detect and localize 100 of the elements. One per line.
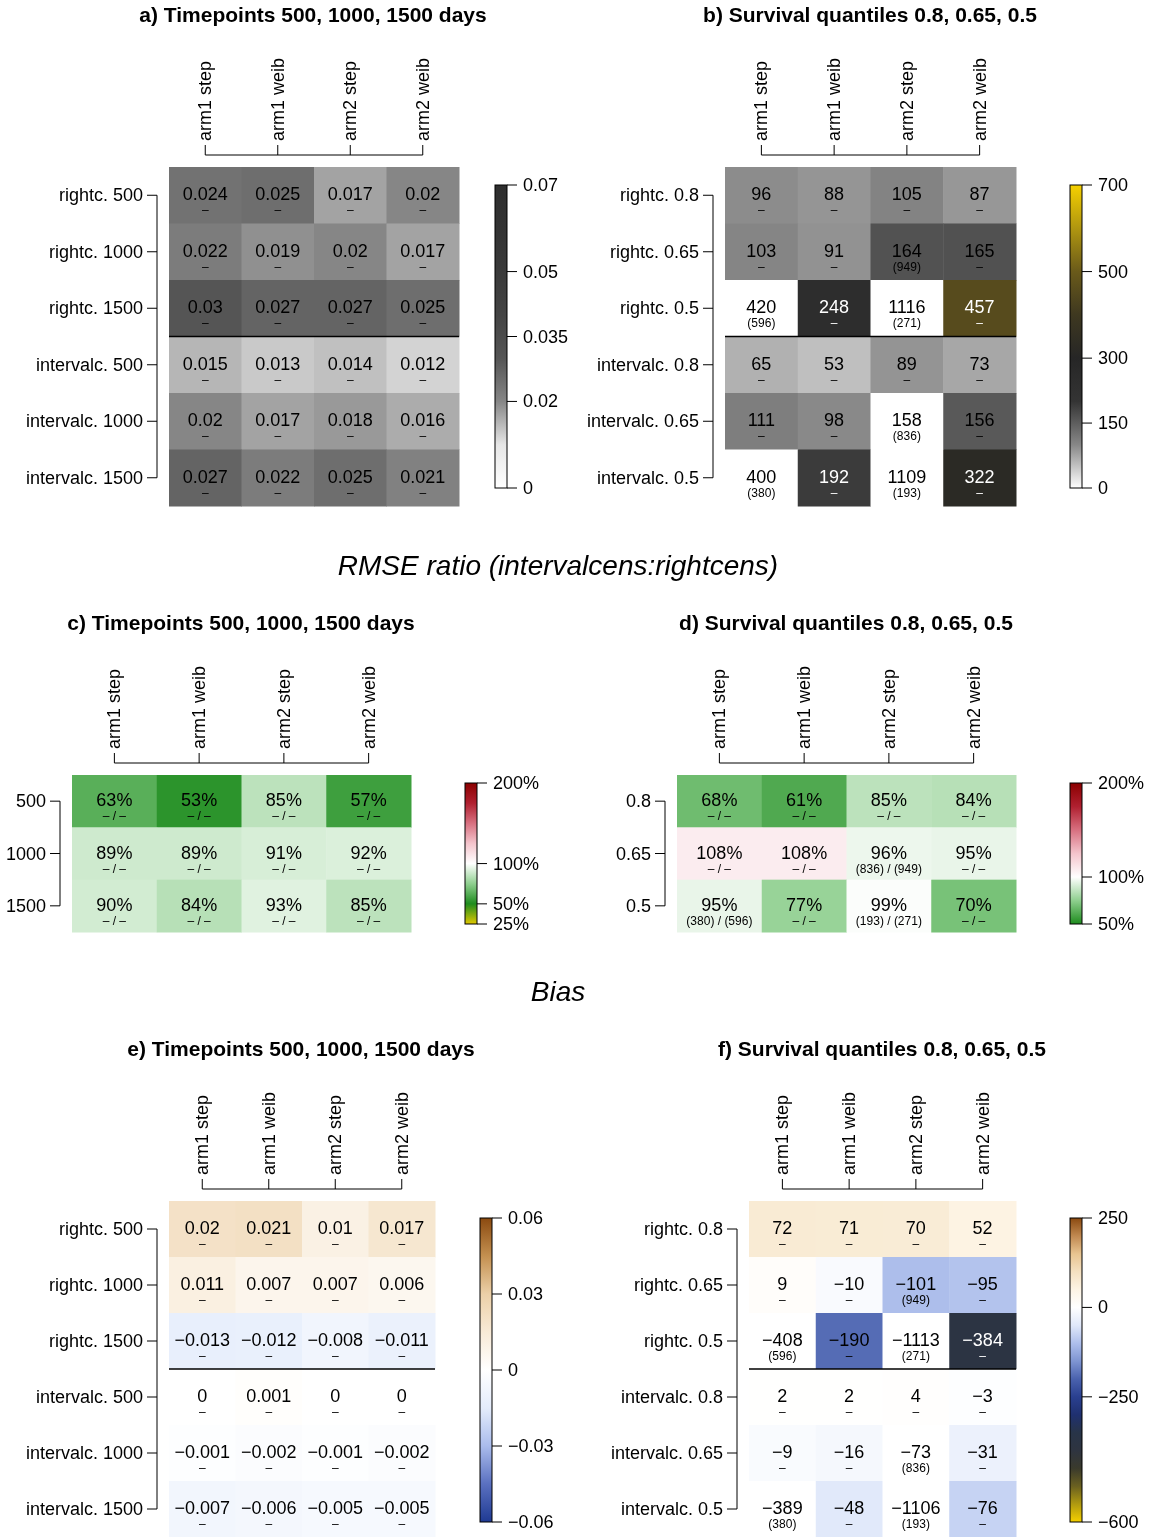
data-label: 0.022 – xyxy=(255,466,301,500)
y-tick-label: intervalc. 1000 xyxy=(25,1443,143,1463)
y-tick-label: rightc. 1500 xyxy=(48,1331,143,1351)
data-label: −48 – xyxy=(833,1498,865,1531)
data-label: −0.001 – xyxy=(174,1442,231,1475)
data-label: 96 – xyxy=(751,184,772,218)
x-tick-label: arm2 step xyxy=(273,668,294,749)
color-bar-label: 150 xyxy=(1098,413,1129,434)
color-bar-label: −600 xyxy=(1098,1512,1139,1532)
color-bar-label: 0 xyxy=(1098,1297,1109,1318)
color-bar-label: 200% xyxy=(493,773,540,793)
y-tick-label: 500 xyxy=(15,791,46,812)
data-label: 322 – xyxy=(964,466,995,500)
color-bar-label: 300 xyxy=(1098,348,1129,369)
data-label: 85% – / – xyxy=(265,790,302,824)
x-tick-label: arm2 step xyxy=(340,60,361,141)
color-bar-label: 50% xyxy=(1098,914,1135,934)
x-tick-label: arm2 step xyxy=(325,1094,346,1175)
data-label: 0.027 – xyxy=(182,466,228,500)
data-label: 0.001 – xyxy=(246,1386,292,1419)
text: 400 (380) xyxy=(746,466,777,500)
y-tick-label: intervalc. 1500 xyxy=(25,467,143,488)
color-bar-label: −0.03 xyxy=(508,1436,554,1456)
color-bar-label: 500 xyxy=(1098,261,1129,282)
y-tick-label: 0.8 xyxy=(625,791,651,812)
y-tick-label: rightc. 500 xyxy=(58,1219,143,1239)
data-label: 2 – xyxy=(777,1386,788,1419)
data-label: 0.02 – xyxy=(187,410,223,444)
data-label: 0.02 – xyxy=(184,1218,220,1251)
x-tick-label: arm2 weib xyxy=(391,1091,412,1175)
data-label: −0.005 – xyxy=(373,1498,430,1531)
data-label: 0.019 – xyxy=(255,240,301,274)
x-tick-label: arm1 weib xyxy=(189,665,210,749)
y-tick-label: rightc. 0.65 xyxy=(609,241,699,262)
data-label: 0 – xyxy=(197,1386,208,1419)
chart-title: d) Survival quantiles 0.8, 0.65, 0.5 xyxy=(679,611,1014,634)
chart-title: f) Survival quantiles 0.8, 0.65, 0.5 xyxy=(718,1037,1047,1060)
x-tick-label: arm2 weib xyxy=(969,57,990,141)
data-label: 0.006 – xyxy=(379,1274,425,1307)
y-tick-label: rightc. 1000 xyxy=(48,1275,143,1295)
data-label: 0.017 – xyxy=(327,184,373,218)
x-tick-label: arm1 step xyxy=(751,60,772,141)
x-tick-label: arm1 step xyxy=(104,668,125,749)
color-bar-label: 50% xyxy=(493,893,530,914)
y-tick-label: intervalc. 0.5 xyxy=(620,1499,723,1519)
x-tick-label: arm1 step xyxy=(195,60,216,141)
data-label: 0.022 – xyxy=(182,240,228,274)
data-label: 71 – xyxy=(839,1218,860,1251)
data-label: 0.014 – xyxy=(327,353,373,387)
color-bar-label: 0 xyxy=(523,478,534,498)
y-tick-label: rightc. 1000 xyxy=(48,241,143,262)
data-label: 0.007 – xyxy=(312,1274,358,1307)
data-label: 57% – / – xyxy=(350,790,387,824)
data-label: 65 – xyxy=(751,353,772,387)
data-label: 92% – / – xyxy=(350,842,387,876)
color-bar-label: 200% xyxy=(1098,773,1145,793)
data-label: 99% (193) / (271) xyxy=(855,894,922,928)
x-tick-label: arm1 step xyxy=(772,1094,793,1175)
chart-title: b) Survival quantiles 0.8, 0.65, 0.5 xyxy=(703,3,1038,26)
data-label: 77% – / – xyxy=(786,894,823,928)
data-label: 9 – xyxy=(777,1274,788,1307)
data-label: 53% – / – xyxy=(181,790,218,824)
x-tick-label: arm2 weib xyxy=(963,665,984,749)
data-label: 0.02 – xyxy=(332,240,368,274)
color-bar-label: 25% xyxy=(493,914,530,934)
text: 1116 (271) xyxy=(888,297,926,331)
data-label: 457 – xyxy=(964,297,995,331)
data-label: 70% – / – xyxy=(955,894,992,928)
data-label: 192 – xyxy=(819,466,850,500)
color-bar-label: 0.02 xyxy=(523,391,559,412)
text: 158 (836) xyxy=(891,410,922,444)
y-tick-label: rightc. 0.65 xyxy=(633,1275,723,1295)
data-label: 85% – / – xyxy=(870,790,907,824)
y-tick-label: intervalc. 0.8 xyxy=(596,354,699,375)
x-tick-label: arm1 weib xyxy=(267,57,288,141)
data-label: 0.016 – xyxy=(400,410,446,444)
data-label: 0.015 – xyxy=(182,353,228,387)
x-tick-label: arm1 weib xyxy=(839,1091,860,1175)
data-label: −10 – xyxy=(833,1274,865,1307)
x-tick-label: arm1 weib xyxy=(794,665,815,749)
data-label: 68% – / – xyxy=(701,790,738,824)
y-tick-label: intervalc. 0.65 xyxy=(610,1443,723,1463)
data-label: 156 – xyxy=(964,410,995,444)
data-label: −190 – xyxy=(828,1330,870,1363)
x-tick-label: arm1 weib xyxy=(824,57,845,141)
y-tick-label: intervalc. 1500 xyxy=(25,1499,143,1519)
data-label: 90% – / – xyxy=(96,894,133,928)
text: RMSE ratio (intervalcens:rightcens) xyxy=(337,550,779,581)
data-label: 0.021 – xyxy=(400,466,446,500)
color-bar-label: 0.07 xyxy=(523,175,559,195)
data-label: 0 – xyxy=(396,1386,407,1419)
y-tick-label: intervalc. 0.5 xyxy=(596,467,699,488)
data-label: 91 – xyxy=(824,240,845,274)
data-label: −384 – xyxy=(962,1330,1003,1363)
data-label: 88 – xyxy=(824,184,845,218)
y-tick-label: rightc. 0.8 xyxy=(643,1219,723,1239)
data-label: 0.01 – xyxy=(317,1218,353,1251)
data-label: −31 – xyxy=(967,1442,998,1475)
data-label: 0.021 – xyxy=(246,1218,292,1251)
chart-title: e) Timepoints 500, 1000, 1500 days xyxy=(127,1037,475,1060)
